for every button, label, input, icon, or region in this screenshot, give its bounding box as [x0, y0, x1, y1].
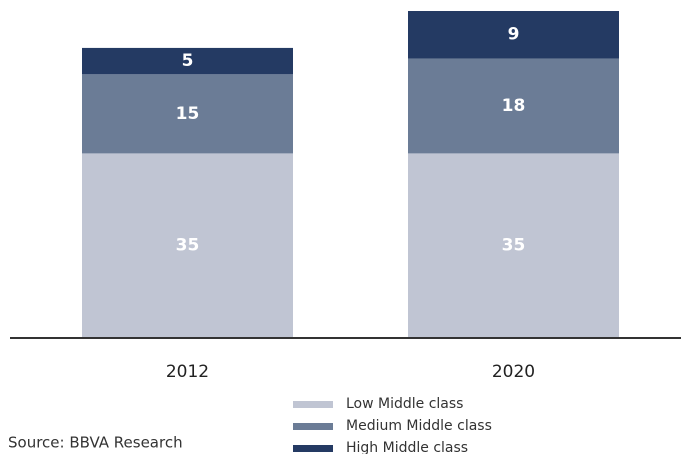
- bar-segment: [408, 11, 619, 59]
- bar-segment: [82, 47, 293, 75]
- bar-segment: [408, 153, 619, 338]
- bar-segment: [82, 153, 293, 338]
- data-label: 5: [182, 51, 194, 71]
- legend-swatch: [293, 401, 333, 408]
- data-label: 18: [502, 96, 526, 116]
- bar-segment: [82, 74, 293, 154]
- legend-label: High Middle class: [346, 440, 468, 454]
- source: Source: BBVA Research: [8, 434, 183, 452]
- data-label: 35: [176, 236, 200, 256]
- legend-label: Low Middle class: [346, 396, 463, 412]
- data-label: 35: [502, 236, 526, 256]
- legend-swatch: [293, 423, 333, 430]
- x-tick-label: 2012: [166, 362, 209, 382]
- bar-segment: [408, 58, 619, 154]
- x-tick-label: 2020: [492, 362, 535, 382]
- legend-label: Medium Middle class: [346, 418, 492, 434]
- data-label: 9: [508, 25, 520, 45]
- data-label: 15: [176, 104, 200, 124]
- legend-swatch: [293, 445, 333, 452]
